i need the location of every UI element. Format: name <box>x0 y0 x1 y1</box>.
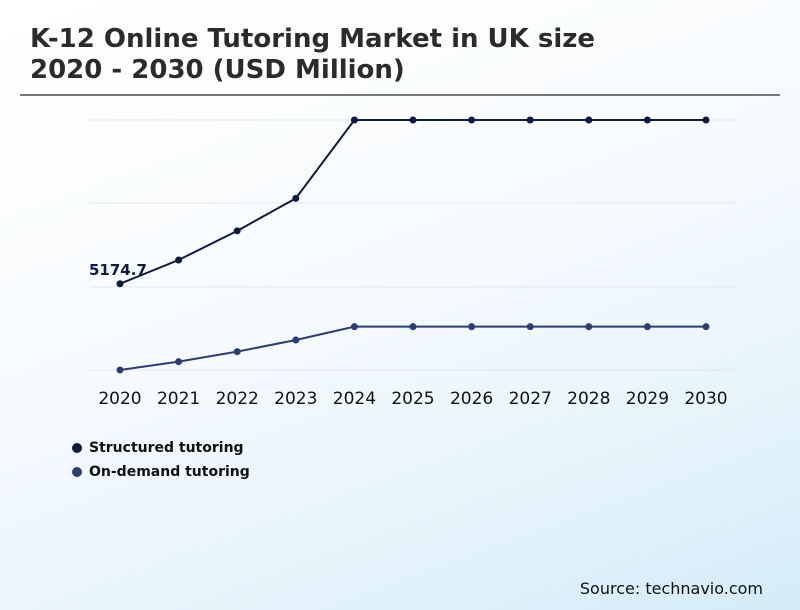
x-tick-label-2020: 2020 <box>98 389 141 409</box>
data-point-s0-2023 <box>292 194 300 202</box>
line-chart: 2020 2021 2022 2023 2024 2025 2026 2027 2028 2029… <box>89 116 736 409</box>
data-label-0: 5174.7 <box>89 261 147 279</box>
data-point-s1-2025 <box>409 323 417 331</box>
data-point-s1-2022 <box>233 348 241 356</box>
legend-label: On-demand tutoring <box>89 464 250 480</box>
data-point-s0-2021 <box>175 256 183 264</box>
data-point-s0-2022 <box>233 227 241 235</box>
x-tick-label-2023: 2023 <box>274 389 317 409</box>
data-point-s0-2025 <box>409 116 417 124</box>
x-tick-label-2026: 2026 <box>450 389 493 409</box>
x-tick-label-2027: 2027 <box>509 389 552 409</box>
data-point-s1-2028 <box>585 323 593 331</box>
legend-label: Structured tutoring <box>89 440 244 456</box>
source-note: Source: technavio.com <box>579 579 763 598</box>
series-line-0 <box>119 119 706 285</box>
title-line-1: K-12 Online Tutoring Market in UK size <box>30 24 596 54</box>
x-tick-label-2029: 2029 <box>626 389 669 409</box>
legend: Structured tutoring On-demand tutoring <box>72 436 250 484</box>
data-point-s1-2027 <box>526 323 534 331</box>
data-point-s0-2027 <box>526 116 534 124</box>
data-point-s1-2024 <box>350 323 358 331</box>
series-line-1 <box>119 325 706 371</box>
data-point-s0-2024 <box>350 116 358 124</box>
x-tick-label-2021: 2021 <box>157 389 200 409</box>
title-line-2: 2020 - 2030 (USD Million) <box>30 55 405 85</box>
data-point-s1-2023 <box>292 336 300 344</box>
chart-title: K-12 Online Tutoring Market in UK size 2… <box>30 24 770 86</box>
data-point-s1-2029 <box>643 323 651 331</box>
legend-item-1: On-demand tutoring <box>72 460 250 484</box>
x-tick-label-2030: 2030 <box>684 389 727 409</box>
data-point-s0-2029 <box>643 116 651 124</box>
title-divider <box>20 94 780 96</box>
x-tick-label-2028: 2028 <box>567 389 610 409</box>
legend-item-0: Structured tutoring <box>72 436 250 460</box>
data-point-s1-2020 <box>116 366 124 374</box>
data-point-s1-2030 <box>702 323 710 331</box>
x-tick-label-2025: 2025 <box>391 389 434 409</box>
data-point-s0-2028 <box>585 116 593 124</box>
data-point-s1-2021 <box>175 358 183 366</box>
legend-marker-icon <box>72 443 82 453</box>
data-point-s1-2026 <box>468 323 476 331</box>
data-point-s0-2030 <box>702 116 710 124</box>
legend-marker-icon <box>72 467 82 477</box>
x-tick-label-2024: 2024 <box>333 389 376 409</box>
x-tick-label-2022: 2022 <box>216 389 259 409</box>
data-point-s0-2026 <box>468 116 476 124</box>
data-point-s0-2020 <box>116 280 124 288</box>
